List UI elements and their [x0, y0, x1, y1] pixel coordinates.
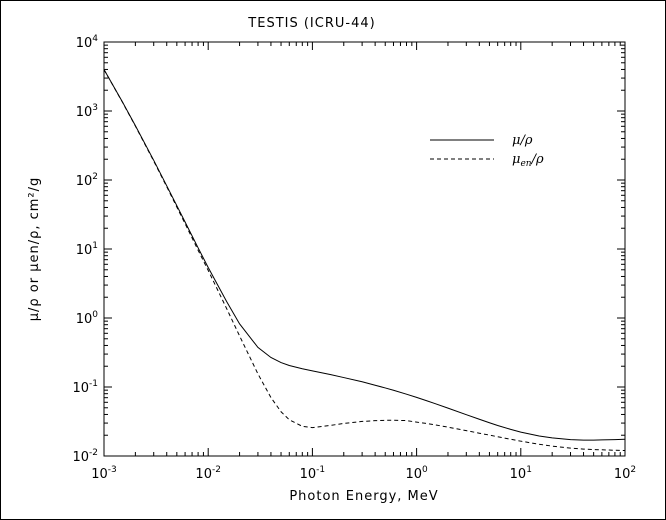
y-tick-label: 101 [76, 241, 98, 258]
x-axis-title: Photon Energy, MeV [289, 489, 438, 504]
x-tick-label: 10-3 [91, 465, 117, 482]
x-tick-label: 102 [614, 465, 636, 482]
y-tick-label: 100 [76, 310, 99, 327]
series-line-mu-rho [103, 69, 626, 441]
series-layer [103, 69, 626, 452]
x-tick-label: 10-2 [195, 465, 221, 482]
y-axis: 10-2 10-1 100 101 102 103 104 [72, 34, 625, 465]
chart-title: TESTIS (ICRU-44) [247, 16, 375, 31]
legend-label: μen/ρ [512, 152, 544, 169]
x-tick-label: 101 [510, 465, 532, 482]
x-axis: 10-3 10-2 10-1 100 101 102 [91, 42, 636, 482]
legend: μ/ρ μen/ρ [430, 133, 544, 169]
y-tick-label: 103 [76, 103, 98, 120]
series-line-mu-en-rho [103, 69, 626, 452]
x-tick-label: 100 [405, 465, 428, 482]
y-tick-label: 10-1 [72, 379, 98, 396]
y-tick-label: 104 [76, 34, 99, 51]
x-tick-label: 10-1 [300, 465, 326, 482]
legend-label: μ/ρ [512, 133, 533, 148]
y-axis-title: μ/ρ or μen/ρ, cm²/g [27, 177, 42, 322]
y-tick-label: 102 [76, 172, 98, 189]
y-tick-label: 10-2 [72, 448, 98, 465]
plot-area [103, 41, 626, 457]
